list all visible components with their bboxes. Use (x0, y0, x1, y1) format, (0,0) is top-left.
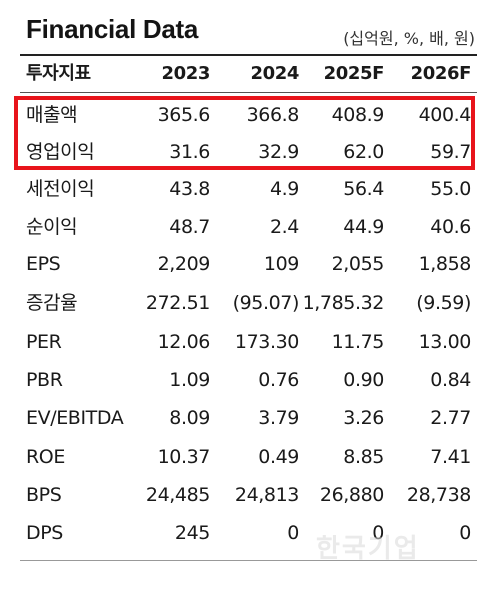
units-note: (십억원, %, 배, 원) (343, 29, 475, 48)
table-row-growth-rate: 증감율 272.51 (95.07) 1,785.32 (9.59) (20, 285, 477, 322)
row-label: 매출액 (26, 104, 78, 126)
cell-2026f: 40.6 (430, 216, 471, 238)
bottom-rule (20, 560, 477, 561)
table-row-pbr: PBR 1.09 0.76 0.90 0.84 (20, 362, 477, 399)
cell-2024: 109 (263, 253, 299, 275)
table-row-eps: EPS 2,209 109 2,055 1,858 (20, 246, 477, 283)
table-row-pretax-income: 세전이익 43.8 4.9 56.4 55.0 (20, 171, 477, 208)
row-label: PER (26, 331, 62, 353)
cell-2025f: 408.9 (331, 104, 385, 126)
header-cell-2026f: 2026F (410, 63, 472, 84)
cell-2023: 43.8 (169, 178, 210, 200)
cell-2025f: 11.75 (331, 331, 385, 353)
cell-2026f: 0 (459, 522, 471, 544)
cell-2023: 12.06 (157, 331, 211, 353)
cell-2026f: 59.7 (430, 141, 471, 163)
cell-2024: 0.76 (258, 369, 299, 391)
table-row-roe: ROE 10.37 0.49 8.85 7.41 (20, 439, 477, 476)
header-rule (20, 92, 477, 93)
cell-2023: 2,209 (157, 253, 211, 275)
cell-2023: 365.6 (157, 104, 211, 126)
cell-2026f: 1,858 (418, 253, 472, 275)
cell-2024: 24,813 (234, 484, 299, 506)
cell-2025f: 0.90 (343, 369, 384, 391)
row-label: BPS (26, 484, 62, 506)
highlight-box (14, 96, 475, 170)
cell-2024: 366.8 (246, 104, 300, 126)
cell-2023: 1.09 (169, 369, 210, 391)
header-cell-2023: 2023 (161, 63, 211, 84)
cell-2025f: 44.9 (343, 216, 384, 238)
cell-2025f: 62.0 (343, 141, 384, 163)
cell-2023: 10.37 (157, 446, 211, 468)
watermark: 한국기업 (316, 534, 420, 564)
row-label: 증감율 (26, 292, 78, 314)
cell-2025f: 3.26 (343, 407, 384, 429)
row-label: 순이익 (26, 216, 78, 238)
cell-2024: 173.30 (234, 331, 299, 353)
cell-2026f: 2.77 (430, 407, 471, 429)
cell-2023: 48.7 (169, 216, 210, 238)
cell-2023: 8.09 (169, 407, 210, 429)
cell-2023: 272.51 (145, 292, 210, 314)
cell-2026f: 28,738 (406, 484, 471, 506)
table-row-bps: BPS 24,485 24,813 26,880 28,738 (20, 477, 477, 514)
cell-2026f: 55.0 (430, 178, 471, 200)
table-row-net-income: 순이익 48.7 2.4 44.9 40.6 (20, 209, 477, 246)
cell-2026f: 0.84 (430, 369, 471, 391)
cell-2023: 245 (174, 522, 210, 544)
header-row: 투자지표 2023 2024 2025F 2026F (20, 55, 477, 92)
cell-2025f: 1,785.32 (302, 292, 385, 314)
cell-2024: 2.4 (269, 216, 299, 238)
row-label: 영업이익 (26, 141, 95, 163)
cell-2025f: 2,055 (331, 253, 385, 275)
table-row-revenue: 매출액 365.6 366.8 408.9 400.4 (20, 97, 477, 134)
cell-2025f: 56.4 (343, 178, 384, 200)
cell-2024: (95.07) (232, 292, 300, 314)
row-label: 세전이익 (26, 178, 95, 200)
cell-2024: 0.49 (258, 446, 299, 468)
header-cell-2025f: 2025F (323, 63, 385, 84)
table-row-ev-ebitda: EV/EBITDA 8.09 3.79 3.26 2.77 (20, 400, 477, 437)
row-label: DPS (26, 522, 63, 544)
row-label: EV/EBITDA (26, 407, 124, 429)
cell-2026f: 400.4 (418, 104, 472, 126)
table-row-dps: DPS 245 0 0 0 (20, 515, 477, 552)
header-cell-label: 투자지표 (26, 63, 91, 84)
row-label: ROE (26, 446, 65, 468)
cell-2025f: 26,880 (319, 484, 384, 506)
cell-2026f: 7.41 (430, 446, 471, 468)
cell-2026f: (9.59) (416, 292, 471, 314)
cell-2024: 0 (287, 522, 299, 544)
cell-2023: 31.6 (169, 141, 210, 163)
table-row-per: PER 12.06 173.30 11.75 13.00 (20, 324, 477, 361)
row-label: PBR (26, 369, 63, 391)
top-rule (20, 54, 477, 56)
table-title: Financial Data (26, 14, 199, 44)
cell-2025f: 8.85 (343, 446, 384, 468)
cell-2023: 24,485 (145, 484, 210, 506)
table-row-operating-income: 영업이익 31.6 32.9 62.0 59.7 (20, 134, 477, 171)
cell-2024: 32.9 (258, 141, 299, 163)
cell-2026f: 13.00 (418, 331, 472, 353)
cell-2025f: 0 (372, 522, 384, 544)
row-label: EPS (26, 253, 61, 275)
header-cell-2024: 2024 (250, 63, 300, 84)
cell-2024: 4.9 (269, 178, 299, 200)
cell-2024: 3.79 (258, 407, 299, 429)
